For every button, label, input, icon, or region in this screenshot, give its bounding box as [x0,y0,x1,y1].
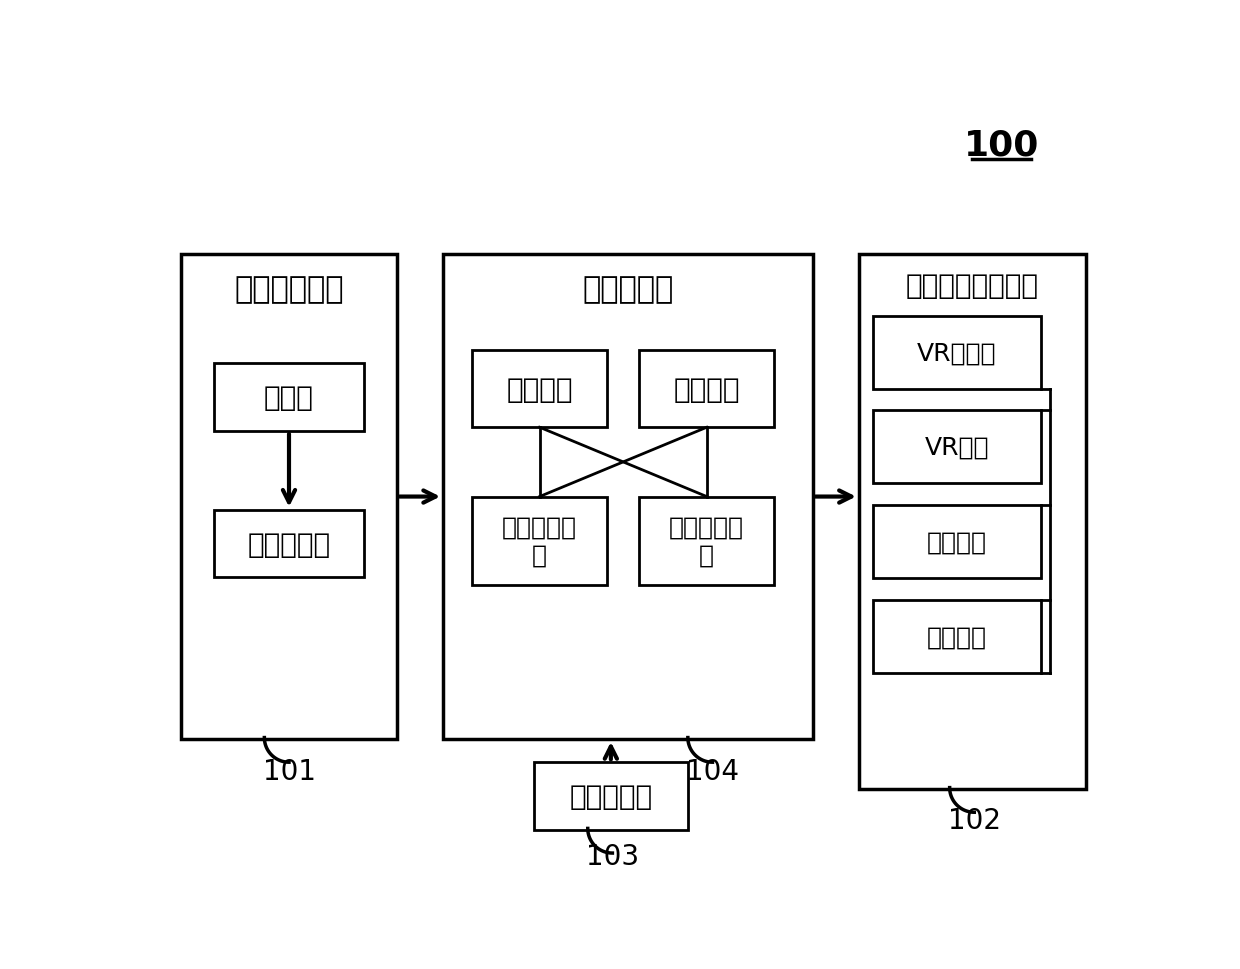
FancyBboxPatch shape [213,510,365,578]
FancyBboxPatch shape [472,351,608,427]
FancyBboxPatch shape [640,497,774,585]
FancyBboxPatch shape [640,351,774,427]
Text: 100: 100 [963,129,1039,163]
FancyBboxPatch shape [873,506,1040,578]
FancyBboxPatch shape [181,255,397,739]
Text: 101: 101 [263,758,315,786]
FancyBboxPatch shape [213,364,365,431]
FancyBboxPatch shape [873,316,1040,390]
Text: 驱动模块: 驱动模块 [926,625,987,648]
Text: 103: 103 [585,842,639,870]
Text: 仿真运行模
块: 仿真运行模 块 [502,516,577,567]
Text: 驾驶模拟系统: 驾驶模拟系统 [234,275,343,304]
Text: 虚拟环境模
块: 虚拟环境模 块 [670,516,744,567]
Text: 104: 104 [686,758,739,786]
Text: 仿真客户端: 仿真客户端 [569,782,652,810]
FancyBboxPatch shape [443,255,812,739]
Text: 驾驶人: 驾驶人 [264,384,314,412]
Text: 输入模块: 输入模块 [506,375,573,403]
FancyBboxPatch shape [534,763,688,830]
Text: 虚拟现实显示系统: 虚拟现实显示系统 [906,271,1039,299]
Text: VR头盔: VR头盔 [924,435,988,459]
Text: 102: 102 [947,806,1001,834]
FancyBboxPatch shape [472,497,608,585]
Text: 输出模块: 输出模块 [673,375,740,403]
Text: 仿真服务器: 仿真服务器 [582,275,673,304]
FancyBboxPatch shape [873,411,1040,484]
FancyBboxPatch shape [873,600,1040,673]
Text: 驾驶模拟器: 驾驶模拟器 [248,530,331,558]
Text: VR显示器: VR显示器 [916,341,996,364]
FancyBboxPatch shape [859,255,1086,790]
Text: 声音模拟: 声音模拟 [926,530,987,554]
